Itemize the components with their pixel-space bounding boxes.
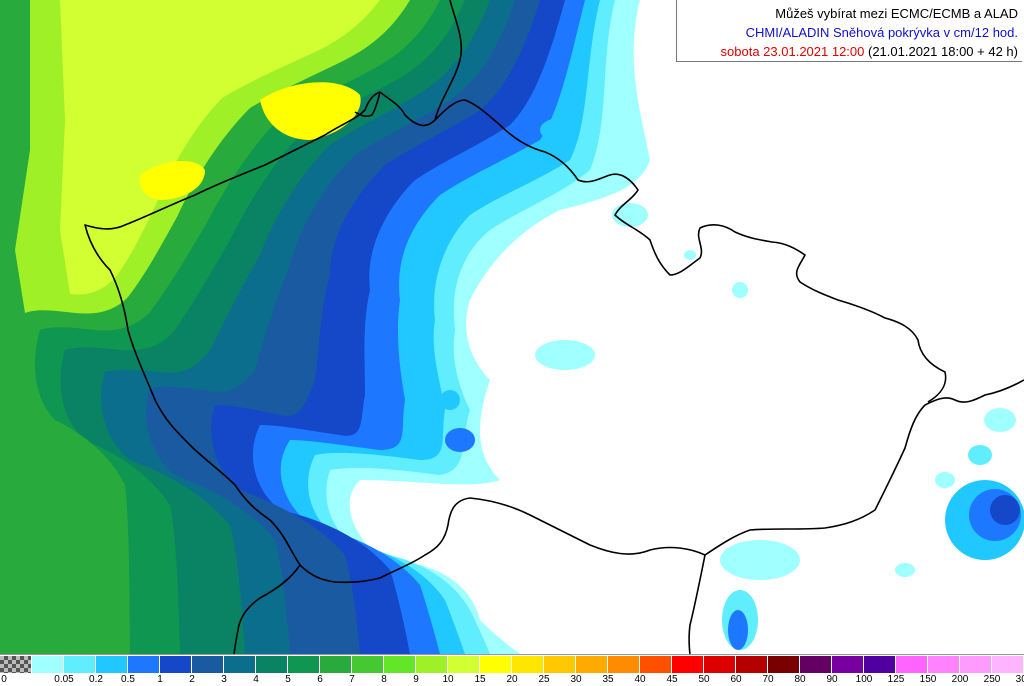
legend-swatch: [640, 656, 672, 673]
legend-label: 0: [1, 674, 7, 685]
patch-north-2: [540, 118, 580, 142]
patch-cyan-3: [684, 250, 696, 260]
legend-label: 90: [826, 674, 838, 685]
patch-cyan-1: [535, 340, 595, 370]
legend-swatch: [288, 656, 320, 673]
patch-south-3: [728, 610, 748, 650]
legend-swatches: [0, 656, 1024, 673]
patch-mid-1: [445, 428, 475, 452]
legend-label: 4: [253, 674, 259, 685]
legend-swatch: [224, 656, 256, 673]
patch-north-3: [600, 155, 640, 185]
info-model-line: CHMI/ALADIN Sněhová pokrývka v cm/12 hod…: [745, 25, 1018, 40]
legend-swatch: [928, 656, 960, 673]
patch-east-3: [990, 495, 1020, 525]
legend-swatch: [96, 656, 128, 673]
legend-label: 35: [602, 674, 614, 685]
country-borders: [84, 0, 1024, 654]
legend-label: 8: [381, 674, 387, 685]
patch-mid-2: [440, 390, 460, 410]
info-box: Můžeš vybírat mezi ECMC/ECMB a ALAD CHMI…: [676, 0, 1022, 62]
legend-swatch: [576, 656, 608, 673]
legend-label: 25: [538, 674, 550, 685]
patch-cyan-6: [984, 408, 1016, 432]
legend-label: 3: [221, 674, 227, 685]
austria-border: [233, 564, 301, 654]
legend-label: 0.5: [121, 674, 135, 685]
patch-north-1: [612, 203, 648, 227]
legend-label: 30: [570, 674, 582, 685]
legend-label: 7: [349, 674, 355, 685]
patch-se-1: [895, 563, 915, 577]
legend-label: 15: [474, 674, 486, 685]
legend-label: 300: [1015, 674, 1024, 685]
patch-cyan-5: [968, 445, 992, 465]
legend-swatch: [704, 656, 736, 673]
legend-swatch: [32, 656, 64, 673]
legend-swatch: [672, 656, 704, 673]
run-info: (21.01.2021 18:00 + 42 h): [864, 44, 1018, 59]
legend-swatch: [192, 656, 224, 673]
legend-swatch: [160, 656, 192, 673]
legend-swatch: [544, 656, 576, 673]
field-10: [60, 0, 380, 295]
legend-swatch: [64, 656, 96, 673]
precipitation-fields: [0, 0, 1024, 654]
legend-swatch: [448, 656, 480, 673]
legend-label: 45: [666, 674, 678, 685]
legend-swatch: [352, 656, 384, 673]
legend-label: 70: [762, 674, 774, 685]
info-valid-line: sobota 23.01.2021 12:00 (21.01.2021 18:0…: [677, 42, 1018, 61]
legend-label: 150: [919, 674, 937, 685]
valid-date: sobota 23.01.2021 12:00: [720, 44, 865, 59]
czech-border-north-east: [434, 99, 947, 403]
legend-label: 80: [794, 674, 806, 685]
legend-label: 9: [413, 674, 419, 685]
legend-swatch: [384, 656, 416, 673]
legend-swatch: [800, 656, 832, 673]
legend-swatch: [512, 656, 544, 673]
legend-label: 0.2: [89, 674, 103, 685]
map-area: [0, 0, 1024, 654]
legend-label: 20: [506, 674, 518, 685]
patch-cyan-4: [935, 472, 955, 488]
snow-cover-map: [0, 0, 1024, 654]
patch-cyan-2: [732, 282, 748, 298]
legend-swatch: [896, 656, 928, 673]
legend-label: 6: [317, 674, 323, 685]
legend-label: 250: [983, 674, 1001, 685]
legend-swatch: [832, 656, 864, 673]
slovak-border-south: [688, 554, 706, 654]
legend-label: 200: [951, 674, 969, 685]
legend-swatch: [256, 656, 288, 673]
legend-swatch-nodata: [0, 656, 32, 673]
legend-label: 5: [285, 674, 291, 685]
legend-swatch: [736, 656, 768, 673]
color-legend: 0 0.05 0.2 0.5 1 2 3 4 5 6 7 8 9 10 15 20 25 30 35 40 45 50 60…: [0, 654, 1024, 686]
legend-label: 100: [855, 674, 873, 685]
legend-label: 0.05: [54, 674, 74, 685]
legend-swatch: [768, 656, 800, 673]
field-15-a: [260, 82, 361, 140]
legend-swatch: [128, 656, 160, 673]
legend-label: 40: [634, 674, 646, 685]
legend-label: 60: [730, 674, 742, 685]
legend-swatch: [608, 656, 640, 673]
field-15-b: [139, 160, 205, 200]
legend-label: 1: [157, 674, 163, 685]
legend-label: 125: [887, 674, 905, 685]
legend-swatch: [864, 656, 896, 673]
legend-swatch: [960, 656, 992, 673]
legend-label: 50: [698, 674, 710, 685]
legend-swatch: [480, 656, 512, 673]
legend-swatch: [320, 656, 352, 673]
patch-south-1: [720, 540, 800, 580]
legend-swatch: [416, 656, 448, 673]
legend-label: 10: [442, 674, 454, 685]
legend-swatch: [992, 656, 1024, 673]
border-detail: [354, 91, 381, 118]
info-title: Můžeš vybírat mezi ECMC/ECMB a ALAD: [775, 6, 1018, 21]
czech-border-west-south: [84, 0, 1024, 584]
legend-label: 2: [189, 674, 195, 685]
